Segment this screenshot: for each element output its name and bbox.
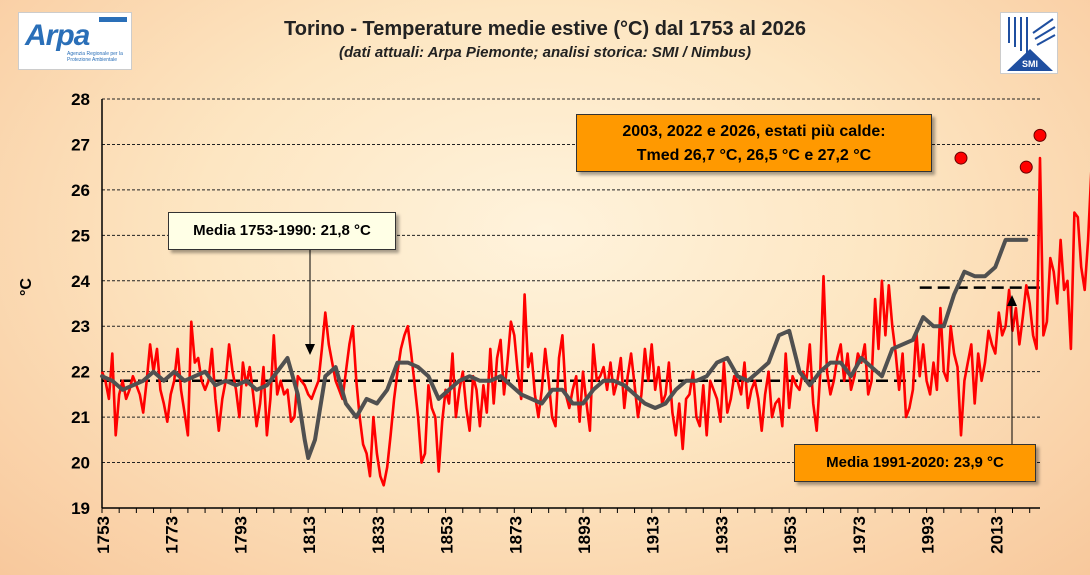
y-tick-label: 21 <box>71 408 90 427</box>
x-tick-label: 1953 <box>781 516 800 554</box>
y-tick-label: 23 <box>71 317 90 336</box>
y-tick-label: 24 <box>71 272 90 291</box>
hottest-summers-annotation: 2003, 2022 e 2026, estati più calde: Tme… <box>576 114 932 172</box>
record-point <box>954 151 968 165</box>
x-tick-label: 1773 <box>163 516 182 554</box>
smi-logo-word: SMI <box>1022 59 1038 69</box>
x-tick-label: 1813 <box>300 516 319 554</box>
smi-logo: SMI <box>1000 12 1058 74</box>
y-axis-label: °C <box>18 278 35 296</box>
x-tick-label: 1833 <box>369 516 388 554</box>
arpa-logo: Arpa Agenzia Regionale per la Protezione… <box>18 12 132 70</box>
x-tick-label: 1873 <box>506 516 525 554</box>
smi-logo-mark: SMI <box>1007 17 1056 71</box>
x-tick-label: 1993 <box>919 516 938 554</box>
arrow-mean-old-head <box>305 344 315 355</box>
hottest-summers-line1: 2003, 2022 e 2026, estati più calde: <box>622 123 886 140</box>
y-tick-label: 19 <box>71 499 90 518</box>
y-tick-label: 28 <box>71 90 90 109</box>
arrow-mean-new-head <box>1007 295 1017 306</box>
mean-1991-2020-annotation: Media 1991-2020: 23,9 °C <box>794 444 1036 482</box>
series-annual-line <box>100 156 1090 487</box>
arpa-logo-band <box>99 17 127 22</box>
y-tick-label: 26 <box>71 181 90 200</box>
arpa-logo-subtitle: Agenzia Regionale per la Protezione Ambi… <box>67 51 123 63</box>
x-tick-label: 1853 <box>438 516 457 554</box>
y-tick-label: 25 <box>71 226 90 245</box>
x-tick-label: 1893 <box>575 516 594 554</box>
mean-1753-1990-annotation: Media 1753-1990: 21,8 °C <box>168 212 396 250</box>
record-point <box>1019 160 1033 174</box>
x-tick-label: 2013 <box>987 516 1006 554</box>
x-tick-label: 1793 <box>231 516 250 554</box>
y-tick-label: 27 <box>71 135 90 154</box>
y-tick-label: 22 <box>71 363 90 382</box>
x-tick-label: 1933 <box>712 516 731 554</box>
chart-subtitle: (dati attuali: Arpa Piemonte; analisi st… <box>338 44 751 61</box>
x-tick-label: 1753 <box>94 516 113 554</box>
x-tick-label: 1973 <box>850 516 869 554</box>
arpa-logo-word: Arpa <box>25 19 90 52</box>
series-smoothed-line <box>100 237 1029 460</box>
hottest-summers-line2: Tmed 26,7 °C, 26,5 °C e 27,2 °C <box>636 147 872 164</box>
record-point <box>1033 128 1047 142</box>
y-tick-label: 20 <box>71 454 90 473</box>
chart-title: Torino - Temperature medie estive (°C) d… <box>284 18 806 40</box>
x-tick-label: 1913 <box>644 516 663 554</box>
